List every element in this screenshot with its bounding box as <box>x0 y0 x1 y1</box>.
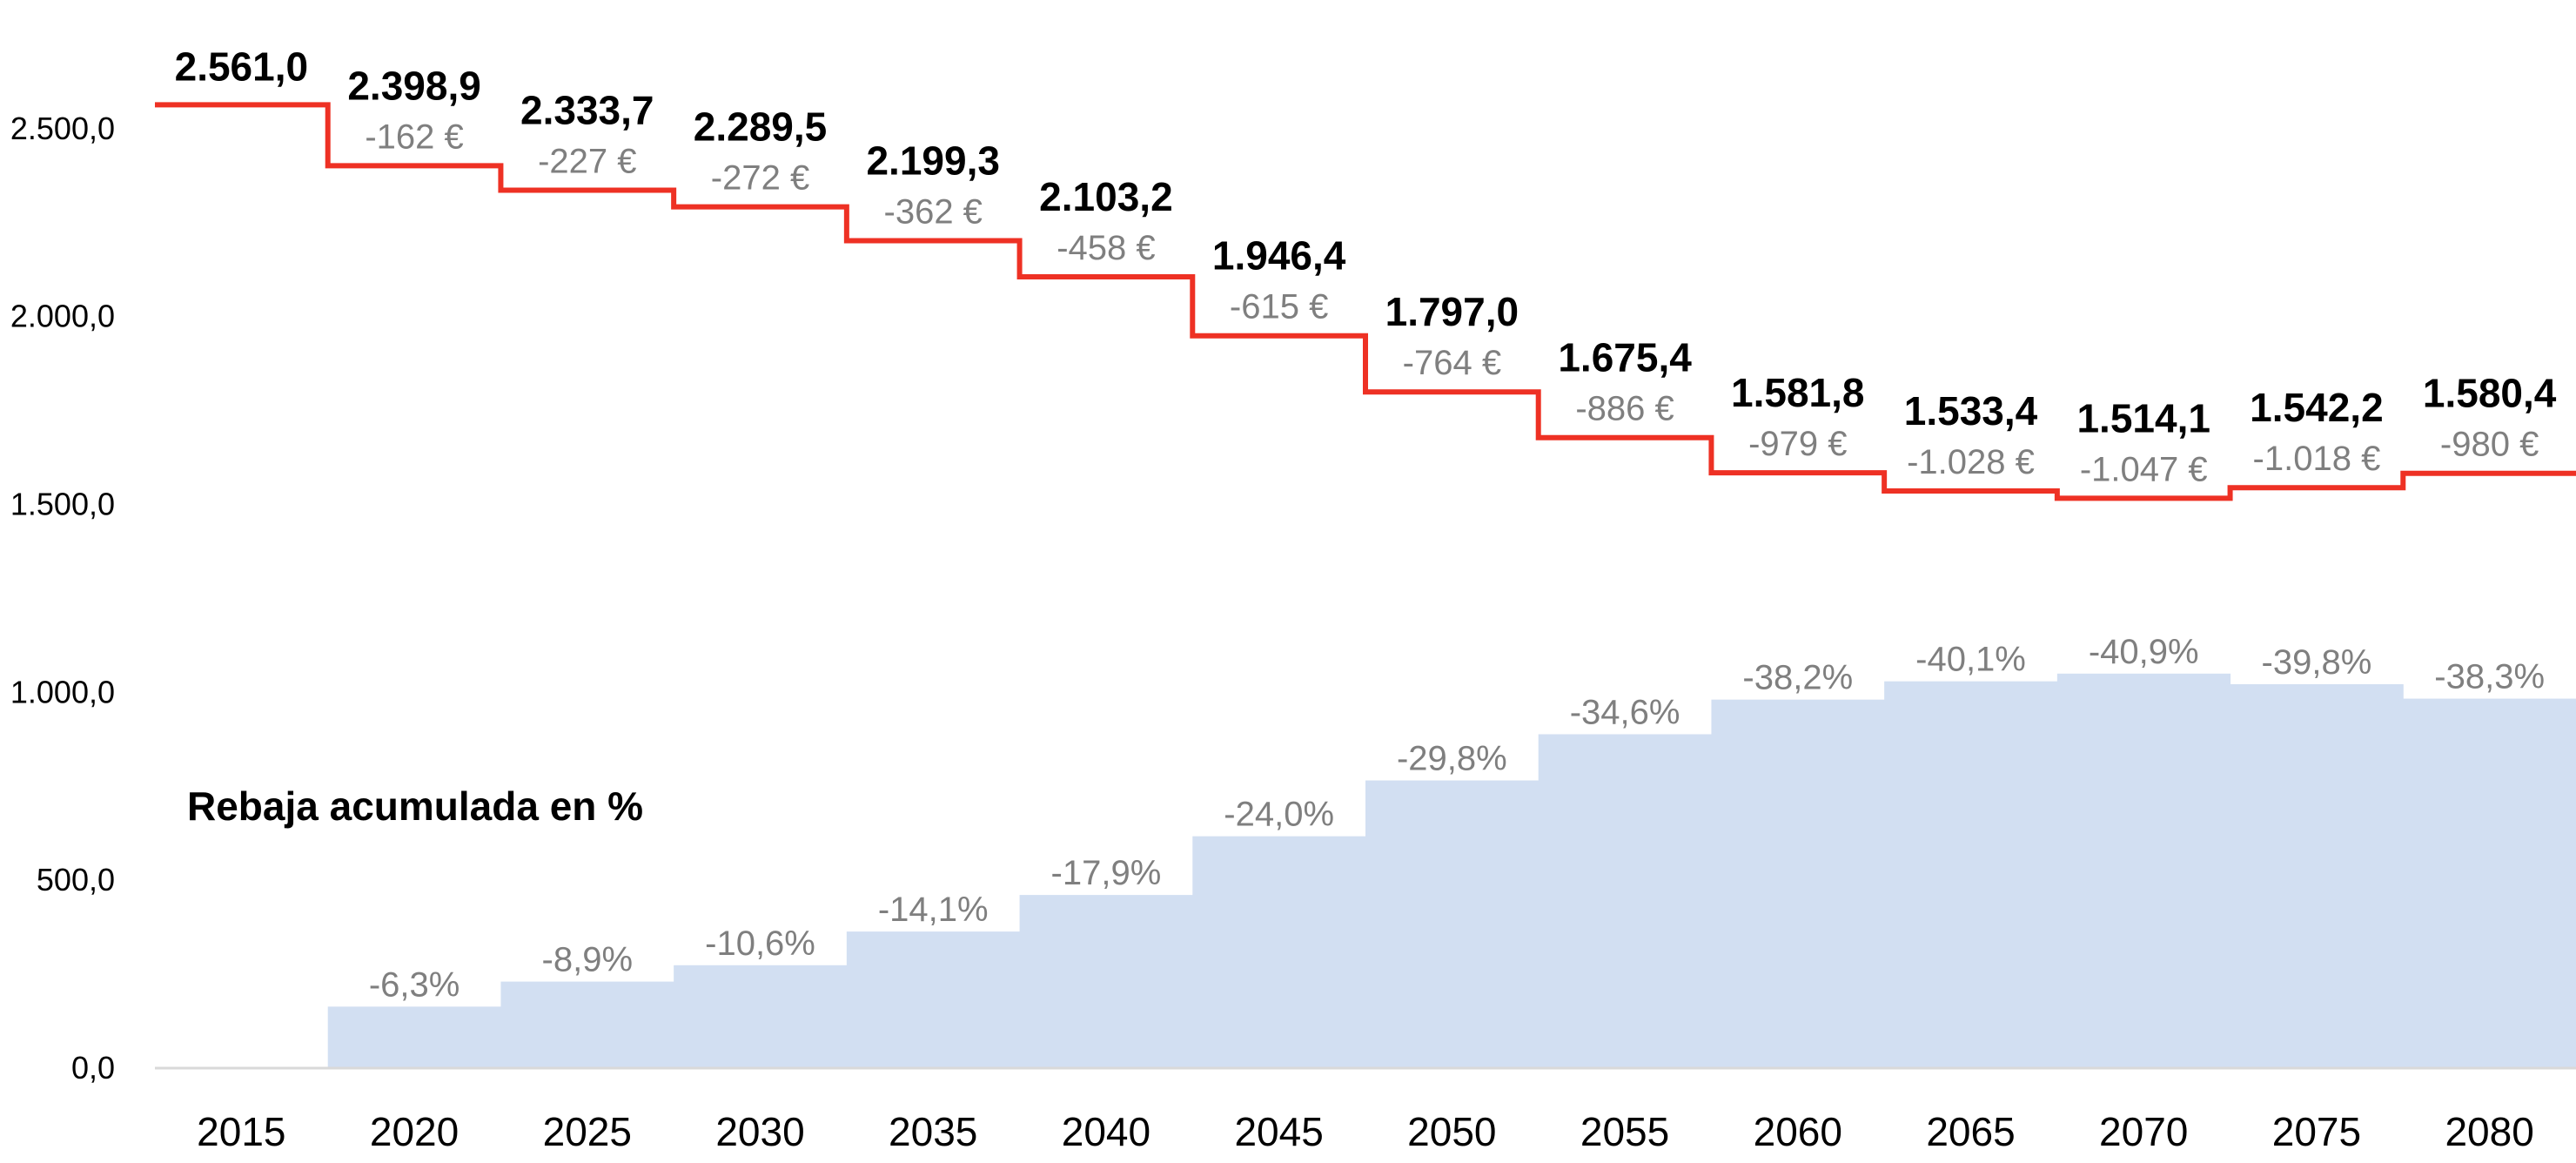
area-step-2050 <box>1365 780 1540 1067</box>
percent-label-2040: -17,9% <box>1051 854 1162 892</box>
line-layer <box>155 102 2576 501</box>
value-label-2060: 1.581,8 <box>1731 370 1864 415</box>
percent-label-2055: -34,6% <box>1570 693 1680 731</box>
value-label-2015: 2.561,0 <box>175 44 308 89</box>
value-label-2030: 2.289,5 <box>694 104 827 150</box>
x-tick-label: 2060 <box>1754 1109 1842 1154</box>
delta-label-2050: -764 € <box>1403 344 1501 382</box>
value-label-2055: 1.675,4 <box>1558 335 1692 380</box>
delta-label-2065: -1.028 € <box>1907 443 2035 481</box>
area-step-2035 <box>846 931 1021 1067</box>
x-tick-label: 2025 <box>543 1109 632 1154</box>
delta-label-2045: -615 € <box>1230 288 1328 326</box>
area-step-2060 <box>1711 699 1885 1067</box>
percent-label-2020: -6,3% <box>369 965 460 1004</box>
area-step-2080 <box>2403 698 2576 1067</box>
percent-label-2080: -38,3% <box>2434 658 2545 696</box>
percent-label-2070: -40,9% <box>2089 633 2199 671</box>
x-tick-label: 2070 <box>2099 1109 2188 1154</box>
value-label-2020: 2.398,9 <box>347 63 480 108</box>
area-step-2045 <box>1192 836 1366 1067</box>
percent-label-2050: -29,8% <box>1397 740 1507 778</box>
x-tick-label: 2075 <box>2272 1109 2361 1154</box>
x-tick-label: 2050 <box>1407 1109 1496 1154</box>
percent-label-2035: -14,1% <box>878 891 989 929</box>
value-label-2040: 2.103,2 <box>1039 174 1172 219</box>
percent-label-2030: -10,6% <box>705 924 815 963</box>
x-tick-label: 2030 <box>715 1109 804 1154</box>
delta-label-2080: -980 € <box>2440 426 2539 464</box>
value-label-2045: 1.946,4 <box>1212 233 1346 279</box>
value-label-2080: 1.580,4 <box>2423 371 2557 416</box>
delta-label-2030: -272 € <box>711 159 809 198</box>
percent-label-2065: -40,1% <box>1915 641 2026 679</box>
area-step-2020 <box>327 1006 501 1067</box>
value-label-2050: 1.797,0 <box>1385 289 1519 334</box>
value-label-2025: 2.333,7 <box>520 88 654 133</box>
x-tick-label: 2015 <box>197 1109 285 1154</box>
value-label-2035: 2.199,3 <box>866 138 999 184</box>
delta-label-2025: -227 € <box>538 143 636 181</box>
x-tick-label: 2080 <box>2445 1109 2533 1154</box>
value-label-2075: 1.542,2 <box>2250 385 2383 430</box>
y-tick-label: 1.500,0 <box>10 486 115 521</box>
percent-label-2060: -38,2% <box>1742 659 1853 697</box>
area-step-2075 <box>2230 683 2404 1067</box>
y-tick-label: 2.500,0 <box>10 111 115 146</box>
y-tick-label: 500,0 <box>37 862 115 897</box>
x-tick-label: 2055 <box>1580 1109 1669 1154</box>
value-label-2065: 1.533,4 <box>1904 388 2038 434</box>
delta-label-2070: -1.047 € <box>2080 450 2208 488</box>
value-label-2070: 1.514,1 <box>2076 395 2210 440</box>
percent-label-2025: -8,9% <box>542 941 634 979</box>
y-tick-label: 2.000,0 <box>10 299 115 334</box>
y-tick-label: 1.000,0 <box>10 674 115 709</box>
label-layer: 2.561,0 2.398,9 -162 € -6,3% 2.333,7 -227 € -8… <box>175 44 2557 1004</box>
y-tick-label: 0,0 <box>71 1050 115 1086</box>
area-step-2030 <box>674 965 848 1067</box>
delta-label-2060: -979 € <box>1748 425 1847 463</box>
value-step-line <box>155 102 2576 501</box>
area-step-2065 <box>1884 681 2058 1067</box>
percent-label-2075: -39,8% <box>2262 643 2372 682</box>
x-tick-label: 2045 <box>1234 1109 1323 1154</box>
x-tick-label: 2040 <box>1062 1109 1150 1154</box>
delta-label-2055: -886 € <box>1575 390 1674 428</box>
percent-label-2045: -24,0% <box>1224 796 1334 834</box>
x-tick-label: 2065 <box>1926 1109 2015 1154</box>
area-layer <box>327 673 2576 1067</box>
x-tick-label: 2035 <box>889 1109 977 1154</box>
annotation-rebaja-acumulada: Rebaja acumulada en % <box>187 783 643 829</box>
delta-label-2040: -458 € <box>1057 229 1155 267</box>
area-step-2055 <box>1538 734 1712 1067</box>
x-tick-label: 2020 <box>370 1109 459 1154</box>
delta-label-2035: -362 € <box>884 193 983 232</box>
area-step-2040 <box>1019 895 1193 1067</box>
axis-layer: 0,0 500,0 1.000,0 1.500,0 2.000,0 2.500,0 2015… <box>10 111 2576 1154</box>
delta-label-2020: -162 € <box>365 118 463 156</box>
area-step-2025 <box>500 981 674 1067</box>
delta-label-2075: -1.018 € <box>2253 440 2381 478</box>
area-step-2070 <box>2056 673 2231 1067</box>
